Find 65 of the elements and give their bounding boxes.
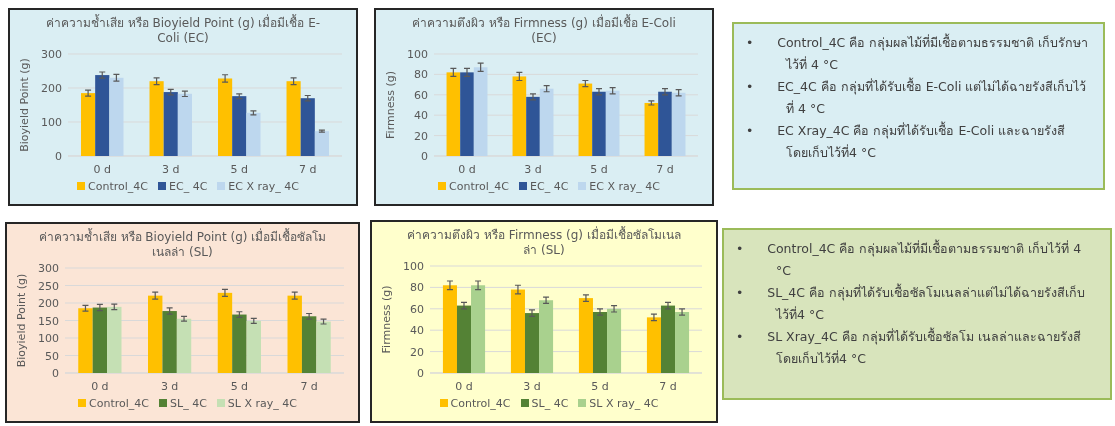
x-tick-label: 7 d bbox=[300, 380, 318, 393]
x-tick-label: 0 d bbox=[91, 380, 109, 393]
x-tick-label: 0 d bbox=[455, 380, 473, 393]
legend-label: Control_4C bbox=[450, 397, 511, 410]
y-axis-title: Firmness (g) bbox=[384, 71, 397, 139]
x-tick-label: 3 d bbox=[523, 380, 541, 393]
legend-label: Control_4C bbox=[88, 180, 149, 193]
y-tick-label: 0 bbox=[52, 367, 59, 380]
legend-label: SL X ray_ 4C bbox=[227, 397, 297, 410]
legend-label: EC_ 4C bbox=[169, 180, 208, 193]
text: • EC Xray_4C คือ กลุ่มที่ได้รับเชื้อ E-Coli และฉายรังสี โดยเก็บไว้ที่4 °C bbox=[746, 120, 1067, 162]
legend-label: EC X ray_ 4C bbox=[228, 180, 299, 193]
text: • Control_4C คือ กลุ่มผลไม้ที่มีเชื้อตามธรรมชาติ เก็บรักษาไว้ที่ 4 °C bbox=[746, 32, 1089, 74]
x-tick-label: 7 d bbox=[659, 380, 677, 393]
legend-label: Control_4C bbox=[449, 180, 510, 193]
text: • EC_4C คือ กลุ่มที่ได้รับเชื้อ E-Coli แต่ไม่ได้ฉายรังสีเก็บไว้ที่ 4 °C bbox=[746, 76, 1088, 118]
y-tick-label: 50 bbox=[45, 349, 59, 363]
y-tick-label: 80 bbox=[414, 68, 428, 82]
legend-label: Control_4C bbox=[89, 397, 150, 410]
legend-label: SL X ray_ 4C bbox=[589, 397, 659, 410]
text: • SL_4C คือ กลุ่มที่ได้รับเชื้อซัลโมเนลล่าแต่ไม่ได้ฉายรังสีเก็บไว้ที่4 °C bbox=[736, 282, 1086, 324]
x-tick-label: 5 d bbox=[230, 163, 248, 176]
text: • Control_4C คือ กลุ่มผลไม้ที่มีเชื้อตามธรรมชาติ เก็บไว้ที่ 4 °C bbox=[736, 238, 1083, 280]
x-tick-label: 3 d bbox=[162, 163, 180, 176]
legend-label: EC_ 4C bbox=[530, 180, 569, 193]
y-tick-label: 80 bbox=[410, 281, 424, 295]
legend-label: EC X ray_ 4C bbox=[589, 180, 660, 193]
y-tick-label: 100 bbox=[41, 116, 62, 129]
y-tick-label: 0 bbox=[55, 150, 62, 163]
chart-title: ค่าความตึงผิว หรือ Firmness (g) เมื่อมีเชื้อซัลโมเนลล่า (SL) bbox=[406, 225, 682, 258]
x-tick-label: 5 d bbox=[590, 163, 608, 176]
chart-title: ค่าความช้ำเสีย หรือ Bioyield Point (g) เมื่อมีเชื้อซัลโมเนลล่า (SL) bbox=[37, 227, 328, 260]
y-tick-label: 20 bbox=[414, 129, 428, 143]
y-tick-label: 60 bbox=[414, 88, 428, 102]
y-tick-label: 200 bbox=[38, 297, 59, 310]
x-tick-label: 0 d bbox=[458, 163, 476, 176]
text: • SL Xray_4C คือ กลุ่มที่ได้รับเชื้อซัลโม เนลล่าและฉายรังสี โดยเก็บไว้ที่4 °C bbox=[736, 326, 1082, 368]
x-tick-label: 5 d bbox=[230, 380, 249, 393]
y-tick-label: 200 bbox=[41, 82, 62, 95]
y-tick-label: 60 bbox=[410, 302, 424, 316]
y-tick-label: 100 bbox=[38, 332, 59, 345]
x-tick-label: 3 d bbox=[160, 380, 179, 393]
x-tick-label: 5 d bbox=[591, 380, 609, 393]
y-tick-label: 40 bbox=[410, 324, 424, 338]
chart-title: ค่าความช้ำเสีย หรือ Bioyield Point (g) เมื่อมีเชื้อ E-Coli (EC) bbox=[44, 13, 322, 46]
y-tick-label: 0 bbox=[421, 150, 428, 163]
chart-title: ค่าความตึงผิว หรือ Firmness (g) เมื่อมีเชื้อ E-Coli (EC) bbox=[411, 13, 677, 46]
y-axis-title: Bioyield Point (g) bbox=[18, 58, 31, 152]
legend-label: SL_ 4C bbox=[531, 397, 569, 410]
y-tick-label: 100 bbox=[407, 48, 428, 61]
x-tick-label: 3 d bbox=[524, 163, 542, 176]
x-tick-label: 7 d bbox=[656, 163, 674, 176]
y-axis-title: Firmness (g) bbox=[380, 285, 393, 354]
y-tick-label: 0 bbox=[417, 367, 424, 380]
x-tick-label: 7 d bbox=[299, 163, 317, 176]
x-tick-label: 0 d bbox=[93, 163, 111, 176]
y-tick-label: 150 bbox=[38, 314, 59, 328]
y-tick-label: 300 bbox=[41, 48, 62, 61]
y-axis-title: Bioyield Point (g) bbox=[15, 273, 28, 368]
y-tick-label: 250 bbox=[38, 279, 59, 293]
y-tick-label: 300 bbox=[38, 262, 59, 275]
y-tick-label: 20 bbox=[410, 345, 424, 359]
y-tick-label: 100 bbox=[403, 260, 424, 273]
legend-label: SL_ 4C bbox=[170, 397, 207, 410]
y-tick-label: 40 bbox=[414, 109, 428, 123]
